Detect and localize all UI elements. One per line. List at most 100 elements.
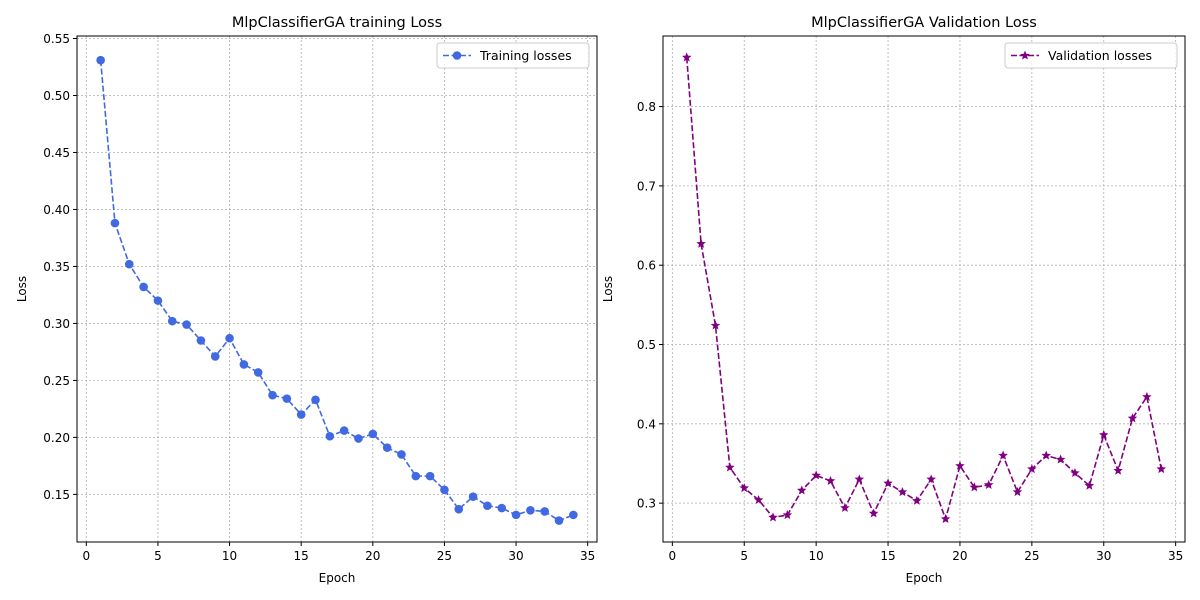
y-tick-label: 0.6 bbox=[637, 259, 656, 273]
data-point bbox=[1113, 465, 1123, 475]
x-axis-label: Epoch bbox=[906, 571, 943, 585]
y-tick-label: 0.7 bbox=[637, 179, 656, 193]
data-point bbox=[153, 296, 163, 305]
data-point bbox=[325, 431, 335, 441]
data-point bbox=[124, 259, 134, 269]
x-tick-label: 10 bbox=[809, 549, 824, 563]
y-tick-label: 0.4 bbox=[637, 417, 656, 431]
data-point bbox=[725, 462, 735, 472]
y-tick-label: 0.3 bbox=[637, 497, 656, 511]
data-point bbox=[825, 475, 836, 485]
data-point bbox=[540, 507, 550, 516]
data-point bbox=[998, 450, 1008, 460]
data-point bbox=[926, 474, 936, 484]
data-point bbox=[811, 470, 821, 480]
data-point bbox=[411, 471, 421, 481]
legend: Training losses bbox=[436, 42, 590, 69]
y-tick-label: 0.50 bbox=[43, 89, 70, 103]
data-point bbox=[710, 320, 721, 330]
data-point bbox=[110, 218, 120, 228]
x-tick-label: 25 bbox=[437, 549, 452, 563]
x-tick-label: 15 bbox=[880, 549, 895, 563]
legend-label: Validation losses bbox=[1048, 48, 1152, 63]
data-point bbox=[397, 450, 406, 459]
data-point bbox=[1142, 391, 1152, 401]
legend-box bbox=[1004, 42, 1178, 69]
data-point bbox=[139, 282, 148, 292]
data-point bbox=[797, 485, 807, 495]
data-point bbox=[239, 360, 249, 369]
axes-frame bbox=[662, 35, 1186, 543]
data-point bbox=[554, 516, 564, 525]
y-tick-label: 0.30 bbox=[43, 317, 70, 331]
data-point bbox=[912, 495, 922, 505]
legend: Validation losses bbox=[1004, 42, 1178, 69]
x-tick-label: 30 bbox=[508, 549, 523, 563]
y-tick-label: 0.5 bbox=[637, 338, 656, 352]
data-point bbox=[1055, 454, 1066, 464]
data-point bbox=[1070, 468, 1080, 478]
series-line bbox=[99, 60, 574, 522]
data-point bbox=[339, 426, 349, 435]
x-tick-label: 5 bbox=[740, 549, 748, 563]
data-point bbox=[1127, 413, 1138, 423]
data-point bbox=[739, 483, 749, 493]
y-tick-label: 0.55 bbox=[43, 32, 70, 46]
data-point bbox=[753, 494, 764, 505]
data-point bbox=[382, 443, 392, 452]
data-point bbox=[497, 503, 507, 513]
data-point bbox=[454, 504, 464, 514]
data-point bbox=[511, 510, 521, 520]
chart-title: MlpClassifierGA training Loss bbox=[232, 15, 442, 31]
data-point bbox=[282, 394, 292, 403]
y-tick-label: 0.40 bbox=[43, 203, 70, 217]
data-point bbox=[296, 410, 306, 419]
data-point bbox=[253, 368, 263, 377]
chart-title: MlpClassifierGA Validation Loss bbox=[811, 15, 1037, 31]
x-tick-label: 30 bbox=[1096, 549, 1111, 563]
x-tick-label: 5 bbox=[154, 549, 162, 563]
x-axis-label: Epoch bbox=[319, 571, 356, 585]
data-point bbox=[983, 479, 994, 489]
data-point bbox=[167, 316, 177, 326]
axes-frame bbox=[76, 35, 598, 543]
chart-2: 0 5 10 15 20 25 30 35 0.3 0.4 0.5 0.6 0.7 0.8 MlpClass… bbox=[601, 15, 1186, 585]
x-tick-label: 35 bbox=[1168, 549, 1183, 563]
y-tick-label: 0.15 bbox=[43, 488, 70, 502]
data-point bbox=[225, 333, 234, 343]
data-point bbox=[696, 238, 706, 248]
x-tick-label: 0 bbox=[669, 549, 677, 563]
y-tick-label: 0.45 bbox=[43, 146, 70, 160]
data-point bbox=[440, 485, 449, 495]
x-tick-label: 15 bbox=[294, 549, 309, 563]
chart-1: 0 5 10 15 20 25 30 35 0.15 0.20 0.25 0.30 0.35 0.40 0.… bbox=[15, 15, 598, 585]
data-point bbox=[868, 508, 879, 518]
data-point bbox=[1027, 464, 1037, 474]
data-point bbox=[969, 482, 980, 492]
data-point bbox=[268, 390, 277, 400]
data-point bbox=[1099, 429, 1109, 439]
x-tick-label: 25 bbox=[1024, 549, 1039, 563]
data-point bbox=[1156, 464, 1167, 474]
legend-box bbox=[436, 42, 590, 69]
data-point bbox=[955, 460, 965, 470]
data-point bbox=[940, 514, 951, 524]
data-point bbox=[1084, 480, 1095, 490]
y-tick-label: 0.35 bbox=[43, 260, 70, 274]
data-point bbox=[210, 352, 220, 361]
data-point bbox=[854, 474, 865, 484]
y-tick-label: 0.8 bbox=[637, 100, 656, 114]
x-tick-label: 20 bbox=[952, 549, 967, 563]
data-point bbox=[468, 492, 478, 501]
data-point bbox=[569, 510, 578, 520]
y-tick-label: 0.20 bbox=[43, 431, 70, 445]
data-point bbox=[354, 434, 363, 443]
data-point bbox=[425, 471, 435, 481]
data-point bbox=[311, 395, 320, 405]
data-point bbox=[368, 429, 378, 439]
y-axis-label: Loss bbox=[15, 276, 29, 302]
data-point bbox=[1012, 487, 1023, 497]
y-tick-label: 0.25 bbox=[43, 374, 70, 388]
x-tick-label: 20 bbox=[365, 549, 380, 563]
